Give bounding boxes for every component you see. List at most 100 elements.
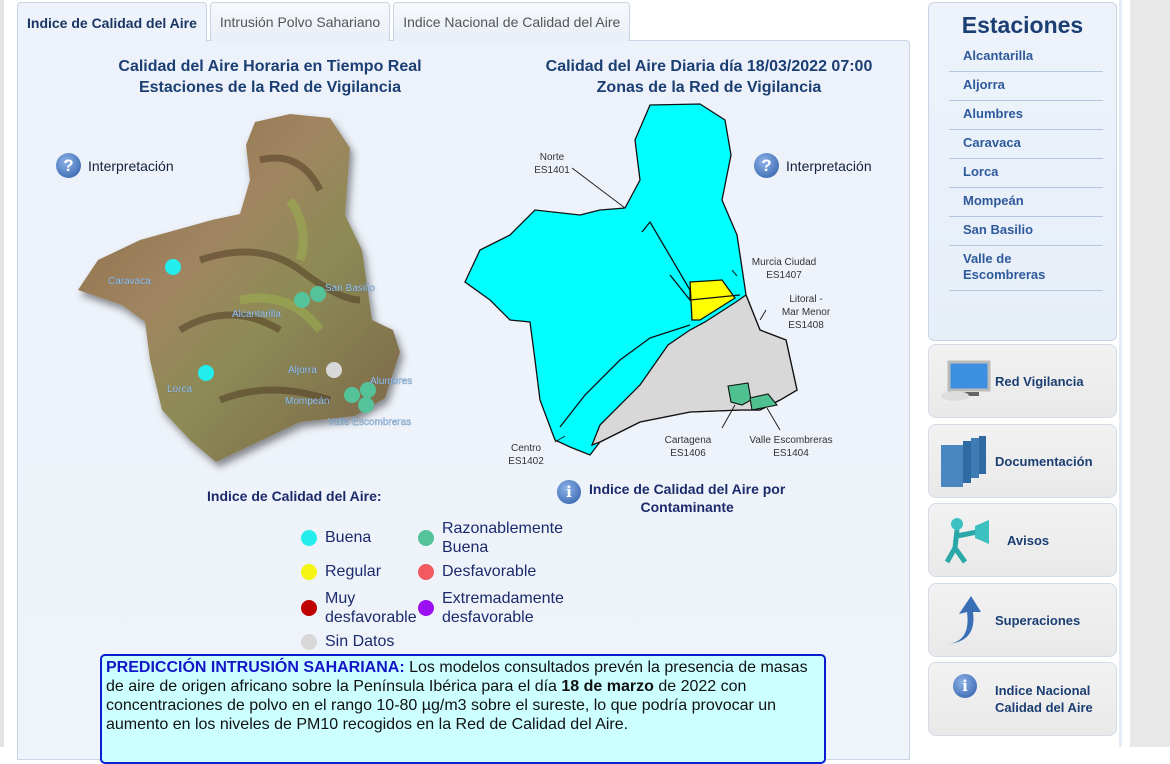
legend-label: Razonablemente Buena	[442, 520, 563, 556]
title-line: Calidad del Aire Diaria día 18/03/2022 0…	[545, 58, 873, 75]
zone-label: Mar Menor	[782, 307, 831, 318]
legend-dot	[418, 530, 434, 546]
legend-extremadamente-desfavorable: Extremadamente desfavorable	[418, 589, 564, 627]
scrollbar-area[interactable]	[1130, 0, 1170, 747]
side-button-label: Superaciones	[995, 612, 1081, 628]
title-line: Calidad del Aire Horaria en Tiempo Real	[118, 58, 422, 75]
zone-label: Centro	[511, 443, 541, 454]
legend-dot	[418, 600, 434, 616]
tab-intrusion-polvo[interactable]: Intrusión Polvo Sahariano	[209, 2, 391, 41]
legend-muy-desfavorable: Muy desfavorable	[301, 589, 417, 627]
zones-map	[464, 103, 798, 456]
terrain-map	[78, 114, 400, 462]
tab-indice-nacional[interactable]: Indice Nacional de Calidad del Aire	[393, 2, 631, 41]
estaciones-panel: Estaciones Alcantarilla Aljorra Alumbres Ca…	[928, 2, 1117, 341]
zone-label: Litoral -	[789, 294, 822, 305]
legend-label: Muy desfavorable	[325, 590, 417, 626]
station-marker[interactable]	[198, 365, 214, 381]
interpretacion-left-link[interactable]: ? Interpretación	[56, 153, 174, 178]
zone-murcia-ciudad[interactable]	[689, 279, 736, 321]
info-icon: i	[935, 671, 995, 727]
station-link[interactable]: Valle de Escombreras	[949, 246, 1103, 291]
station-label[interactable]: San Basilio	[325, 283, 376, 294]
up-arrow-icon	[935, 592, 995, 648]
interpretacion-right-link[interactable]: ? Interpretación	[754, 153, 872, 178]
zone-label: ES1401	[534, 165, 570, 176]
station-marker[interactable]	[310, 286, 326, 302]
station-link[interactable]: San Basilio	[949, 217, 1103, 246]
right-map-title: Calidad del Aire Diaria día 18/03/2022 0…	[509, 56, 909, 98]
zone-label: Norte	[540, 152, 565, 163]
prediction-text: de 2022 con concentraciones de polvo en …	[106, 678, 777, 733]
side-button-avisos[interactable]: Avisos	[928, 503, 1117, 577]
zone-cartagena[interactable]	[727, 382, 752, 406]
prediction-lead: PREDICCIÓN INTRUSIÓN SAHARIANA:	[106, 659, 405, 676]
interp-label: Interpretación	[786, 157, 872, 174]
legend-regular: Regular	[301, 562, 381, 581]
legend-dot	[301, 563, 317, 580]
legend-razonablemente-buena: Razonablemente Buena	[418, 519, 563, 557]
station-link[interactable]: Caravaca	[949, 130, 1103, 159]
station-marker[interactable]	[326, 362, 342, 378]
station-link[interactable]: Alcantarilla	[949, 43, 1103, 72]
help-icon: ?	[56, 153, 81, 178]
page-edge	[0, 0, 4, 747]
side-button-red-vigilancia[interactable]: Red Vigilancia	[928, 344, 1117, 418]
legend-sin-datos: Sin Datos	[301, 632, 394, 651]
station-label[interactable]: Lorca	[167, 384, 193, 395]
indice-por-contaminante-link[interactable]: i Indice de Calidad del Aire por Contamina…	[557, 480, 785, 516]
station-marker[interactable]	[358, 397, 374, 413]
info-icon: i	[557, 480, 581, 504]
zone-label: ES1404	[773, 448, 809, 459]
legend-dot	[301, 600, 317, 616]
help-icon: ?	[754, 153, 779, 178]
title-line: Estaciones de la Red de Vigilancia	[138, 79, 402, 96]
legend-label: Extremadamente desfavorable	[442, 590, 564, 626]
legend-label: Buena	[325, 529, 372, 546]
zone-label: ES1406	[670, 448, 706, 459]
station-link[interactable]: Lorca	[949, 159, 1103, 188]
station-label[interactable]: Caravaca	[108, 276, 152, 287]
side-button-label: Red Vigilancia	[995, 373, 1084, 389]
station-marker[interactable]	[360, 382, 376, 398]
legend-label: Sin Datos	[325, 633, 395, 650]
station-marker[interactable]	[165, 259, 181, 275]
prediction-text: Los modelos consultados prevén la presen…	[106, 659, 808, 695]
legend-label: Regular	[325, 563, 382, 580]
side-button-indice-nacional[interactable]: i Indice Nacional Calidad del Aire	[928, 662, 1117, 736]
station-link[interactable]: Alumbres	[949, 101, 1103, 130]
legend-label: Desfavorable	[442, 563, 537, 580]
station-marker[interactable]	[344, 387, 360, 403]
title-line: Zonas de la Red de Vigilancia	[596, 79, 822, 96]
side-button-label: Documentación	[995, 453, 1093, 469]
station-label[interactable]: Alumbres	[370, 376, 413, 387]
maps: Caravaca San Basilio Alcantarilla Aljorra Al…	[78, 103, 833, 467]
station-marker[interactable]	[294, 292, 310, 308]
legend-dot	[301, 529, 317, 546]
contaminante-label: Indice de Calidad del Aire por Contaminan…	[589, 481, 786, 515]
computer-icon	[935, 353, 995, 409]
station-label[interactable]: Valle Escombreras	[328, 417, 411, 428]
zone-litoral-mar-menor[interactable]	[590, 293, 798, 447]
zone-label: Cartagena	[665, 435, 712, 446]
zone-label: ES1402	[508, 456, 544, 467]
side-button-superaciones[interactable]: Superaciones	[928, 583, 1117, 657]
station-label[interactable]: Alcantarilla	[232, 309, 282, 320]
tab-bar: Indice de Calidad del Aire Intrusión Pol…	[17, 2, 633, 42]
side-button-documentaci-n[interactable]: Documentación	[928, 424, 1117, 498]
legend-title: Indice de Calidad del Aire:	[207, 488, 382, 504]
station-label[interactable]: Mompeán	[285, 396, 330, 407]
sahara-prediction-box: PREDICCIÓN INTRUSIÓN SAHARIANA: Los mode…	[100, 654, 826, 764]
zone-valle-escombreras[interactable]	[749, 393, 779, 411]
legend-dot	[301, 633, 317, 650]
legend-buena: Buena	[301, 528, 371, 547]
side-button-label: Avisos	[1007, 532, 1050, 548]
tab-indice-calidad[interactable]: Indice de Calidad del Aire	[17, 2, 207, 42]
prediction-date: 18 de marzo	[561, 678, 654, 695]
station-label[interactable]: Aljorra	[288, 365, 318, 376]
legend-desfavorable: Desfavorable	[418, 562, 536, 581]
station-link[interactable]: Aljorra	[949, 72, 1103, 101]
left-map-title: Calidad del Aire Horaria en Tiempo Real E…	[70, 56, 470, 98]
station-link[interactable]: Mompeán	[949, 188, 1103, 217]
legend-dot	[418, 563, 434, 580]
